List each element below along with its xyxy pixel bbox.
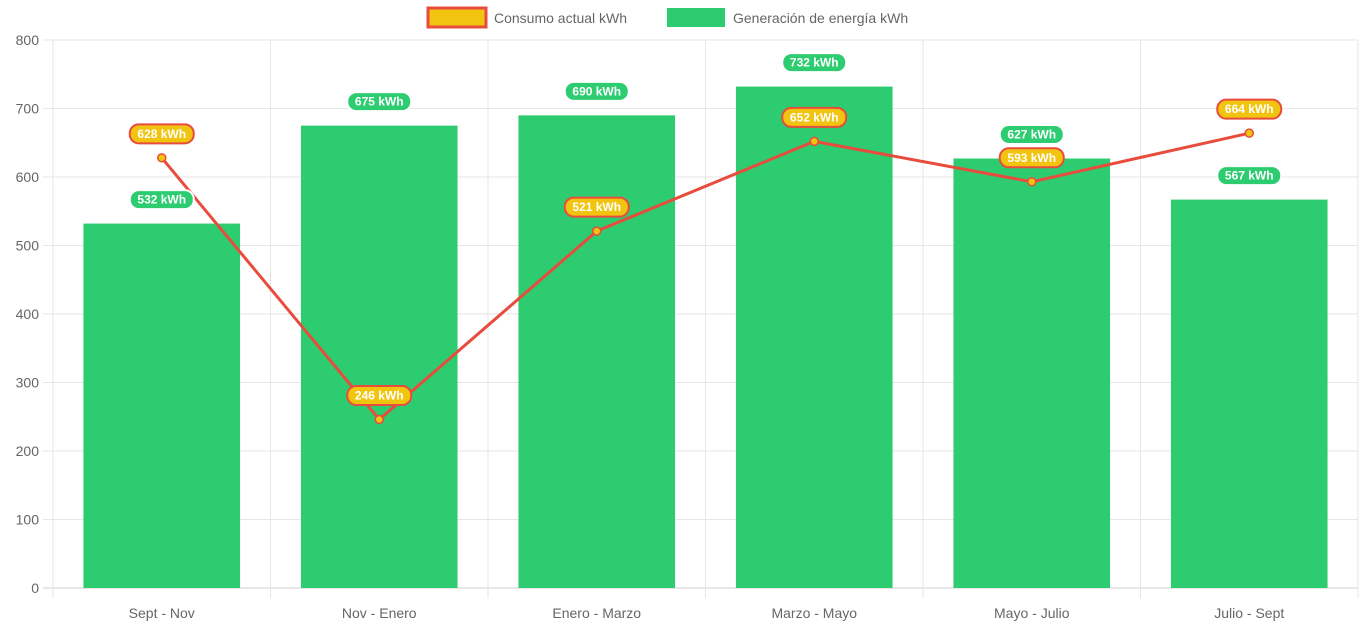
data-label: 628 kWh <box>128 123 195 145</box>
data-label-text: 627 kWh <box>1007 128 1056 142</box>
data-label-bg <box>1216 165 1283 187</box>
data-label-bg <box>128 123 195 145</box>
y-tick-label: 100 <box>16 512 40 528</box>
y-tick-label: 600 <box>16 169 40 185</box>
data-labels: 532 kWh 675 kWh 690 kWh 732 kWh 627 kWh 567 k… <box>128 52 1283 406</box>
y-tick-label: 200 <box>16 443 40 459</box>
legend-item-generacion[interactable]: Generación de energía kWh <box>667 8 908 27</box>
data-label-bg <box>998 147 1065 169</box>
bar[interactable] <box>735 86 893 588</box>
x-tick-label: Julio - Sept <box>1214 605 1284 621</box>
data-label: 664 kWh <box>1216 98 1283 120</box>
data-label-text: 628 kWh <box>137 127 186 141</box>
line-point[interactable] <box>374 414 384 425</box>
data-label-bg <box>563 196 630 218</box>
data-label-text: 675 kWh <box>355 95 404 109</box>
bar[interactable] <box>518 115 676 588</box>
data-label: 627 kWh <box>998 124 1065 146</box>
data-label-bg <box>781 52 848 74</box>
legend-label: Generación de energía kWh <box>733 10 908 26</box>
data-label-text: 652 kWh <box>790 110 839 124</box>
data-label-bg <box>781 106 848 128</box>
data-label: 567 kWh <box>1216 165 1283 187</box>
grid <box>43 39 1359 598</box>
data-label: 690 kWh <box>563 80 630 102</box>
x-tick-label: Marzo - Mayo <box>771 605 857 621</box>
bar[interactable] <box>953 158 1111 588</box>
data-label-text: 521 kWh <box>572 200 621 214</box>
data-label: 246 kWh <box>346 384 413 406</box>
y-tick-label: 500 <box>16 238 40 254</box>
legend-swatch <box>667 8 725 27</box>
axes: 0 100 200 300 400 500 600 700 800 Sept - Nov Nov -… <box>16 32 1285 621</box>
line-point[interactable] <box>157 153 167 163</box>
x-tick-label: Mayo - Julio <box>994 605 1070 621</box>
data-label-text: 664 kWh <box>1225 102 1274 116</box>
data-label-bg <box>563 80 630 102</box>
legend-label: Consumo actual kWh <box>494 10 627 26</box>
x-tick-label: Sept - Nov <box>129 605 195 621</box>
data-label: 675 kWh <box>346 91 413 113</box>
y-tick-label: 300 <box>16 375 40 391</box>
data-label-text: 593 kWh <box>1007 151 1056 165</box>
line-path <box>160 131 1250 421</box>
data-label-text: 690 kWh <box>572 84 621 98</box>
y-tick-label: 700 <box>16 101 40 117</box>
line-series <box>157 128 1254 425</box>
data-label: 532 kWh <box>128 189 195 211</box>
legend-item-consumo[interactable]: Consumo actual kWh <box>426 6 627 29</box>
line-point[interactable] <box>1027 177 1037 187</box>
data-label: 652 kWh <box>781 106 848 128</box>
y-tick-label: 0 <box>31 580 39 596</box>
bar-series <box>83 86 1328 589</box>
legend[interactable]: Consumo actual kWh Generación de energía … <box>426 6 908 29</box>
x-tick-label: Nov - Enero <box>342 605 417 621</box>
data-label-text: 732 kWh <box>790 56 839 70</box>
bar[interactable] <box>83 223 241 588</box>
y-tick-label: 800 <box>16 32 40 48</box>
line-point[interactable] <box>1244 128 1254 138</box>
data-label-bg <box>998 124 1065 146</box>
bar[interactable] <box>300 125 458 588</box>
data-label: 593 kWh <box>998 147 1065 169</box>
line-point[interactable] <box>592 226 602 236</box>
data-label-bg <box>346 384 413 406</box>
bar[interactable] <box>1170 199 1328 589</box>
data-label: 732 kWh <box>781 52 848 74</box>
data-label-text: 532 kWh <box>137 193 186 207</box>
legend-swatch <box>426 6 488 29</box>
data-label-bg <box>346 91 413 113</box>
x-tick-label: Enero - Marzo <box>552 605 641 621</box>
y-tick-label: 400 <box>16 306 40 322</box>
data-label-text: 567 kWh <box>1225 169 1274 183</box>
data-label-text: 246 kWh <box>355 388 404 402</box>
data-label-bg <box>1216 98 1283 120</box>
data-label-bg <box>128 189 195 211</box>
line-point[interactable] <box>809 136 819 147</box>
data-label: 521 kWh <box>563 196 630 218</box>
